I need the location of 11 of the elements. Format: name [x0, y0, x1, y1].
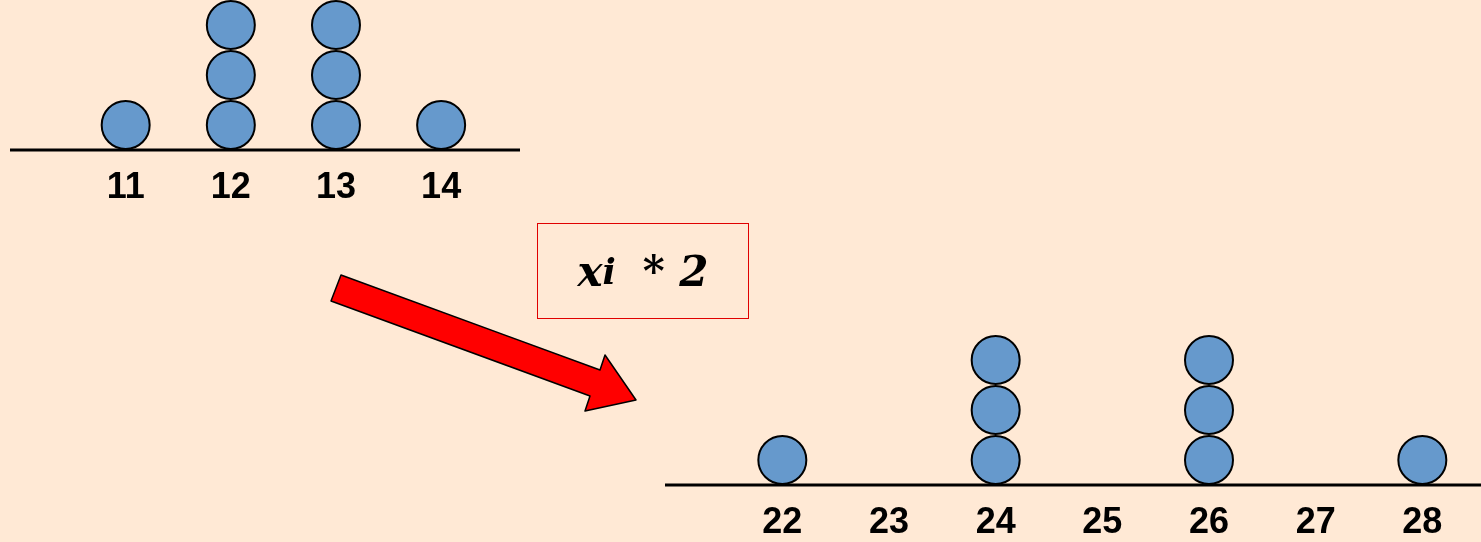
x-tick-label: 27	[1295, 499, 1336, 541]
x-tick-label: 23	[868, 499, 910, 541]
x-tick-label: 22	[762, 499, 803, 541]
x-tick-label: 28	[1402, 499, 1443, 541]
x-tick-label: 11	[106, 164, 145, 206]
x-tick-label: 26	[1188, 499, 1230, 541]
x-tick-label: 13	[315, 164, 356, 206]
x-tick-label: 12	[210, 164, 251, 206]
x-tick-label: 24	[975, 499, 1016, 541]
x-tick-label: 14	[421, 164, 462, 206]
x-tick-label: 25	[1082, 499, 1123, 541]
